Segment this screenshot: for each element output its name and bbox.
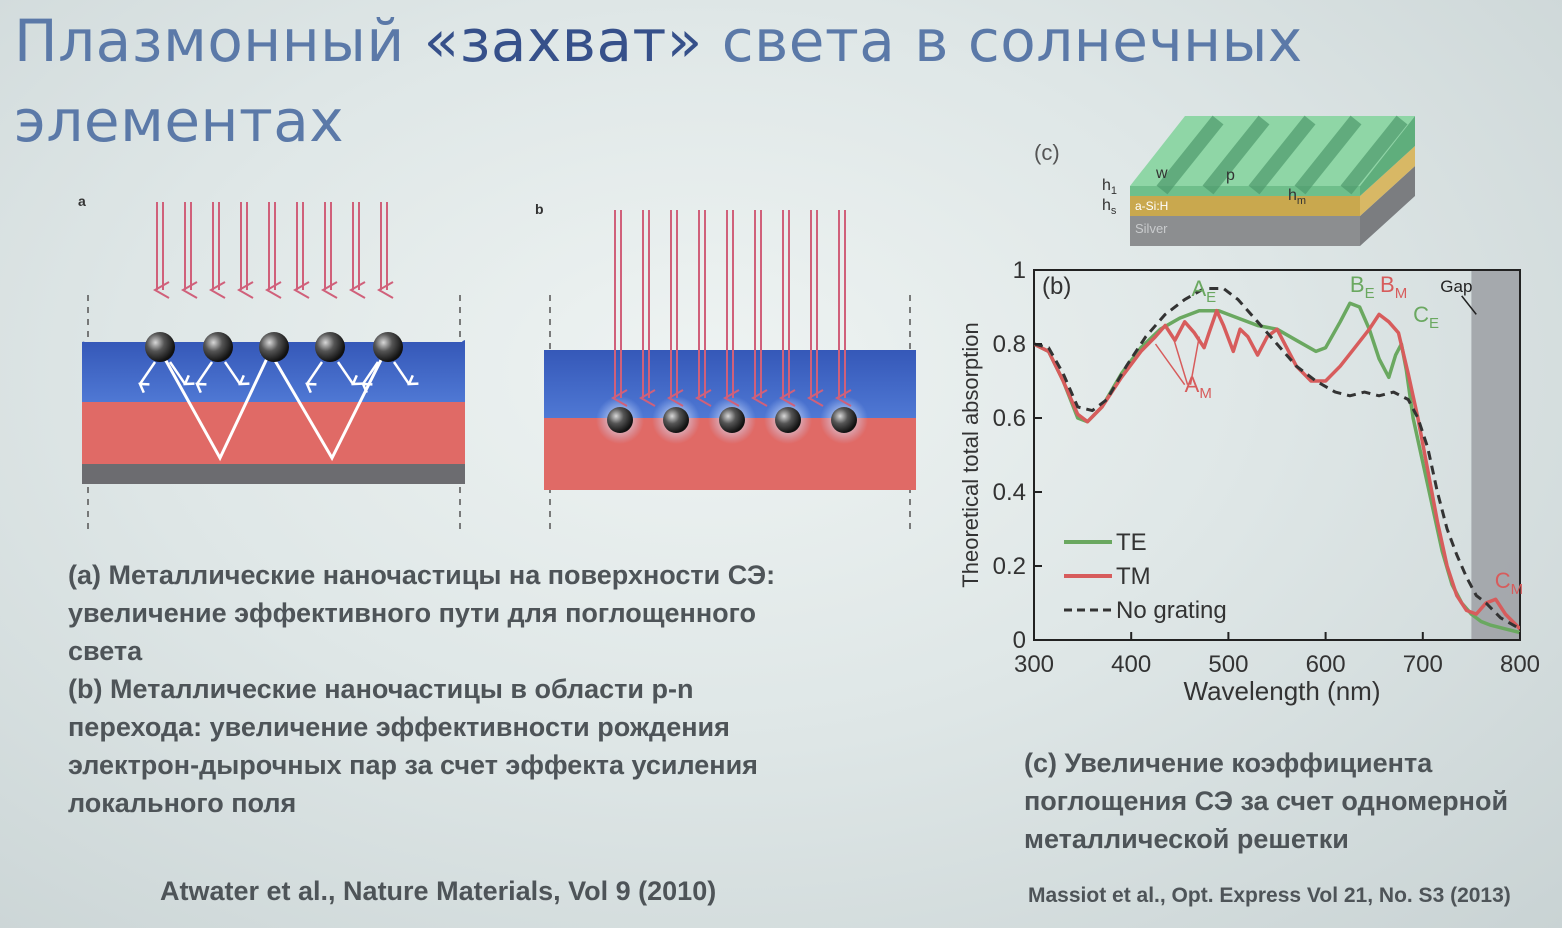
y-tick-label: 1 bbox=[1013, 257, 1026, 284]
x-tick-label: 700 bbox=[1403, 651, 1443, 678]
silver-layer-a bbox=[82, 464, 465, 484]
svg-text:hs: hs bbox=[1102, 197, 1117, 217]
slide-title: Плазмонный «захват» света в солнечных bbox=[14, 12, 1303, 70]
label-silver: Silver bbox=[1135, 221, 1168, 236]
annotation-be: BE bbox=[1350, 272, 1375, 302]
gap-region bbox=[1471, 270, 1520, 640]
caption-right-line-2: поглощения СЭ за счет одномерной bbox=[1024, 786, 1509, 816]
label-h1-sub: 1 bbox=[1111, 185, 1117, 197]
caption-left-line-7: локального поля bbox=[68, 788, 297, 818]
series-te-line bbox=[1034, 301, 1520, 635]
legend-label-tm: TM bbox=[1116, 563, 1151, 590]
caption-left-line-2: увеличение эффективного пути для поглоще… bbox=[68, 598, 757, 628]
svg-text:h1: h1 bbox=[1102, 177, 1117, 197]
label-w: w bbox=[1155, 165, 1168, 182]
x-tick-label: 800 bbox=[1500, 651, 1540, 678]
y-tick-label: 0.2 bbox=[993, 553, 1026, 580]
label-p: p bbox=[1226, 167, 1235, 184]
y-tick-label: 0.8 bbox=[993, 331, 1026, 358]
annotation-ce: CE bbox=[1413, 302, 1439, 332]
chart-legend: TE TM No grating bbox=[1064, 529, 1227, 624]
incident-light-b bbox=[615, 210, 845, 398]
y-tick-label: 0.6 bbox=[993, 405, 1026, 432]
label-hm: h bbox=[1288, 187, 1297, 204]
grating-schematic: (c) h1 hs w p hm a-Si:H Silver bbox=[1034, 115, 1415, 246]
label-hm-sub: m bbox=[1297, 195, 1306, 207]
x-tick-label: 300 bbox=[1014, 651, 1054, 678]
series-no-grating-line bbox=[1034, 287, 1520, 631]
y-axis-label: Theoretical total absorption bbox=[958, 322, 983, 587]
caption-left: (a) Металлические наночастицы на поверхн… bbox=[68, 556, 775, 822]
panel-b bbox=[544, 210, 916, 535]
title-line-2: элементах bbox=[14, 87, 345, 155]
x-tick-label: 600 bbox=[1306, 651, 1346, 678]
y-tick-label: 0.4 bbox=[993, 479, 1026, 506]
x-tick-label: 500 bbox=[1208, 651, 1248, 678]
label-h1: h bbox=[1102, 177, 1111, 194]
am-pointer bbox=[1154, 336, 1200, 386]
title-part-2: «захват» bbox=[423, 7, 703, 75]
plot-frame bbox=[1033, 269, 1521, 641]
red-layer-a bbox=[82, 402, 465, 464]
reference-right: Massiot et al., Opt. Express Vol 21, No.… bbox=[1028, 884, 1511, 907]
panel-a-label: a bbox=[78, 193, 86, 209]
title-part-1: Плазмонный bbox=[14, 7, 424, 75]
caption-right: (c) Увеличение коэффициента поглощения С… bbox=[1024, 744, 1508, 858]
panel-a bbox=[82, 202, 465, 535]
svg-text:hm: hm bbox=[1288, 187, 1306, 207]
label-hs-sub: s bbox=[1111, 205, 1117, 217]
caption-left-line-3: света bbox=[68, 636, 143, 666]
title-part-3: света в солнечных bbox=[702, 7, 1303, 75]
annotation-bm: BM bbox=[1380, 272, 1407, 302]
legend-label-te: TE bbox=[1116, 529, 1147, 556]
absorption-chart: 300 400 500 600 700 800 0 0.2 0.4 0.6 0.8 1 AE AM BE B… bbox=[958, 257, 1540, 706]
reference-left: Atwater et al., Nature Materials, Vol 9 … bbox=[160, 876, 717, 906]
nanoparticles-junction bbox=[596, 396, 868, 444]
caption-left-line-5: перехода: увеличение эффективности рожде… bbox=[68, 712, 730, 742]
panel-b-label: b bbox=[535, 201, 544, 217]
label-asi: a-Si:H bbox=[1135, 199, 1168, 213]
gap-pointer bbox=[1461, 295, 1477, 315]
series-tm-line bbox=[1034, 308, 1520, 631]
caption-right-line-1: (c) Увеличение коэффициента bbox=[1024, 748, 1433, 778]
label-hs: h bbox=[1102, 197, 1111, 214]
x-tick-label: 400 bbox=[1111, 651, 1151, 678]
annotation-cm: CM bbox=[1495, 568, 1523, 598]
nanoparticle-figure: a bbox=[78, 193, 916, 535]
chart-panel-label: (b) bbox=[1042, 273, 1071, 300]
caption-right-line-3: металлической решетки bbox=[1024, 824, 1349, 854]
schematic-panel-label: (c) bbox=[1034, 140, 1060, 165]
x-axis-label: Wavelength (nm) bbox=[1184, 676, 1381, 706]
caption-left-line-4: (b) Металлические наночастицы в области … bbox=[68, 674, 694, 704]
annotation-am: AM bbox=[1185, 372, 1212, 402]
nanoparticles-surface bbox=[145, 332, 403, 362]
legend-label-no-grating: No grating bbox=[1116, 597, 1227, 624]
caption-left-line-1: (a) Металлические наночастицы на поверхн… bbox=[68, 560, 776, 590]
incident-light-a bbox=[157, 202, 387, 290]
annotation-gap: Gap bbox=[1440, 277, 1472, 296]
y-tick-label: 0 bbox=[1013, 627, 1026, 654]
caption-left-line-6: электрон-дырочных пар за счет эффекта ус… bbox=[68, 750, 758, 780]
annotation-ae: AE bbox=[1191, 276, 1216, 306]
slide-title-line-2: элементах bbox=[14, 92, 344, 150]
